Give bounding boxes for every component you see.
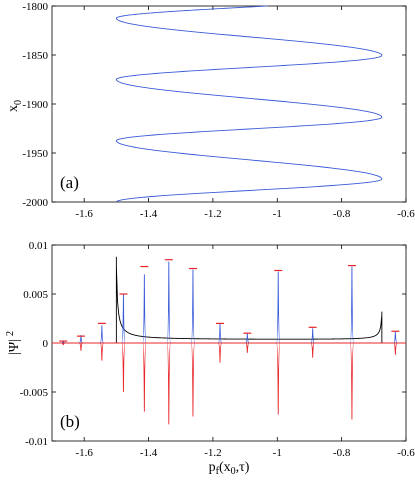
panel-b-x-tick-label: -0.8 [333, 447, 351, 459]
panel-b-y-tick-label: 0.01 [29, 240, 48, 252]
panel-b-negative-peak [79, 342, 83, 351]
panel-b-x-label-sub-0: 0 [231, 466, 236, 477]
panel-b-x-label-sub-f: f [216, 466, 220, 477]
panel-a-y-tick-label: -1850 [22, 50, 48, 62]
panel-b-positive-peak [276, 271, 281, 344]
panel-a-y-label-main: x [6, 105, 21, 112]
panel-b-y-tick-label: 0 [43, 338, 49, 350]
panel-b-negative-peak [310, 342, 315, 358]
panel-b-negative-peak [166, 342, 171, 425]
panel-b-y-axis-label: |Ψ| 2 [5, 331, 22, 355]
panel-b-x-tick-label: -1 [273, 447, 282, 459]
panel-a-y-ticks: -1800 -1850 -1900 -1950 -2000 [22, 1, 406, 209]
panel-b-classical-curve [115, 256, 383, 343]
panel-a-orbit-line [115, 5, 383, 203]
panel-b-x-tick-label: -0.6 [397, 447, 415, 459]
panel-b-negative-peak [121, 342, 126, 393]
panel-a-y-axis-label: x0 [6, 100, 24, 112]
panel-a: -1.6 -1.4 -1.2 -1 -0.8 -0.6 -1800-1850-1900-1… [6, 1, 415, 220]
panel-b-negative-peak [276, 342, 281, 415]
panel-b-negative-peak [393, 342, 398, 355]
panel-b-y-label-superscript: 2 [5, 331, 16, 336]
panel-a-y-label-subscript: 0 [13, 100, 24, 105]
panel-b-negative-peak [245, 342, 250, 353]
panel-a-x-tick-label: -1 [273, 208, 282, 220]
panel-b-y-tick-label: -0.005 [20, 387, 49, 399]
panel-b-x-tick-label: -1.6 [75, 447, 93, 459]
panel-a-x-tick-label: -1.4 [140, 208, 158, 220]
panel-b-x-label-tau: ,τ) [236, 460, 250, 475]
panel-a-x-tick-label: -1.2 [204, 208, 221, 220]
panel-b-y-tick-label: -0.01 [25, 436, 48, 448]
panel-b-negative-peak [142, 342, 147, 412]
panel-a-y-tick-label: -1950 [22, 148, 48, 160]
panel-a-y-tick-label: -1900 [22, 99, 48, 111]
panel-b-x-label-p: p [209, 460, 216, 475]
panel-a-x-tick-label: -1.6 [75, 208, 93, 220]
panel-b-data [52, 256, 406, 425]
panel-b-positive-peak [142, 274, 147, 344]
panel-b-y-tick-label: 0.005 [23, 289, 48, 301]
panel-b-x-axis-label: pf(x0,τ) [209, 460, 250, 477]
panel-b-positive-peak [310, 328, 315, 344]
panel-b-x-ticks: -1.6 -1.4 -1.2 -1 -0.8 -0.6 [75, 245, 415, 459]
panel-b-positive-peak [166, 261, 171, 344]
panel-b-x-tick-label: -1.2 [204, 447, 221, 459]
panel-a-y-tick-label: -1800 [22, 1, 48, 13]
panel-b-x-tick-label: -1.4 [140, 447, 158, 459]
panel-a-x-ticks: -1.6 -1.4 -1.2 -1 -0.8 -0.6 [75, 6, 415, 220]
panel-b-negative-peak [99, 342, 104, 361]
panel-b-y-label-main: |Ψ| [7, 339, 22, 355]
panel-b-positive-peak [99, 325, 104, 344]
panel-b-negative-peak [217, 342, 223, 363]
panel-b-negative-peak [190, 342, 196, 417]
panel-b-positive-peak [79, 335, 83, 344]
panel-b-negative-peak [61, 342, 65, 346]
panel-a-x-tick-label: -0.6 [397, 208, 415, 220]
panel-b-positive-peak [349, 266, 354, 344]
panel-a-data [115, 5, 383, 203]
panel-a-y-tick-label: -2000 [22, 197, 48, 209]
panel-b-x-label-x: (x [219, 460, 231, 475]
panel-a-x-tick-label: -0.8 [333, 208, 351, 220]
panel-b-negative-peak [349, 342, 354, 420]
panel-b-label: (b) [60, 412, 80, 431]
panel-b: -1.6 -1.4 -1.2 -1 -0.8 -0.6 0.01 0.005 0 -0.005 -… [5, 240, 415, 477]
panel-b-positive-peak [190, 269, 196, 344]
panel-a-label: (a) [60, 173, 79, 192]
